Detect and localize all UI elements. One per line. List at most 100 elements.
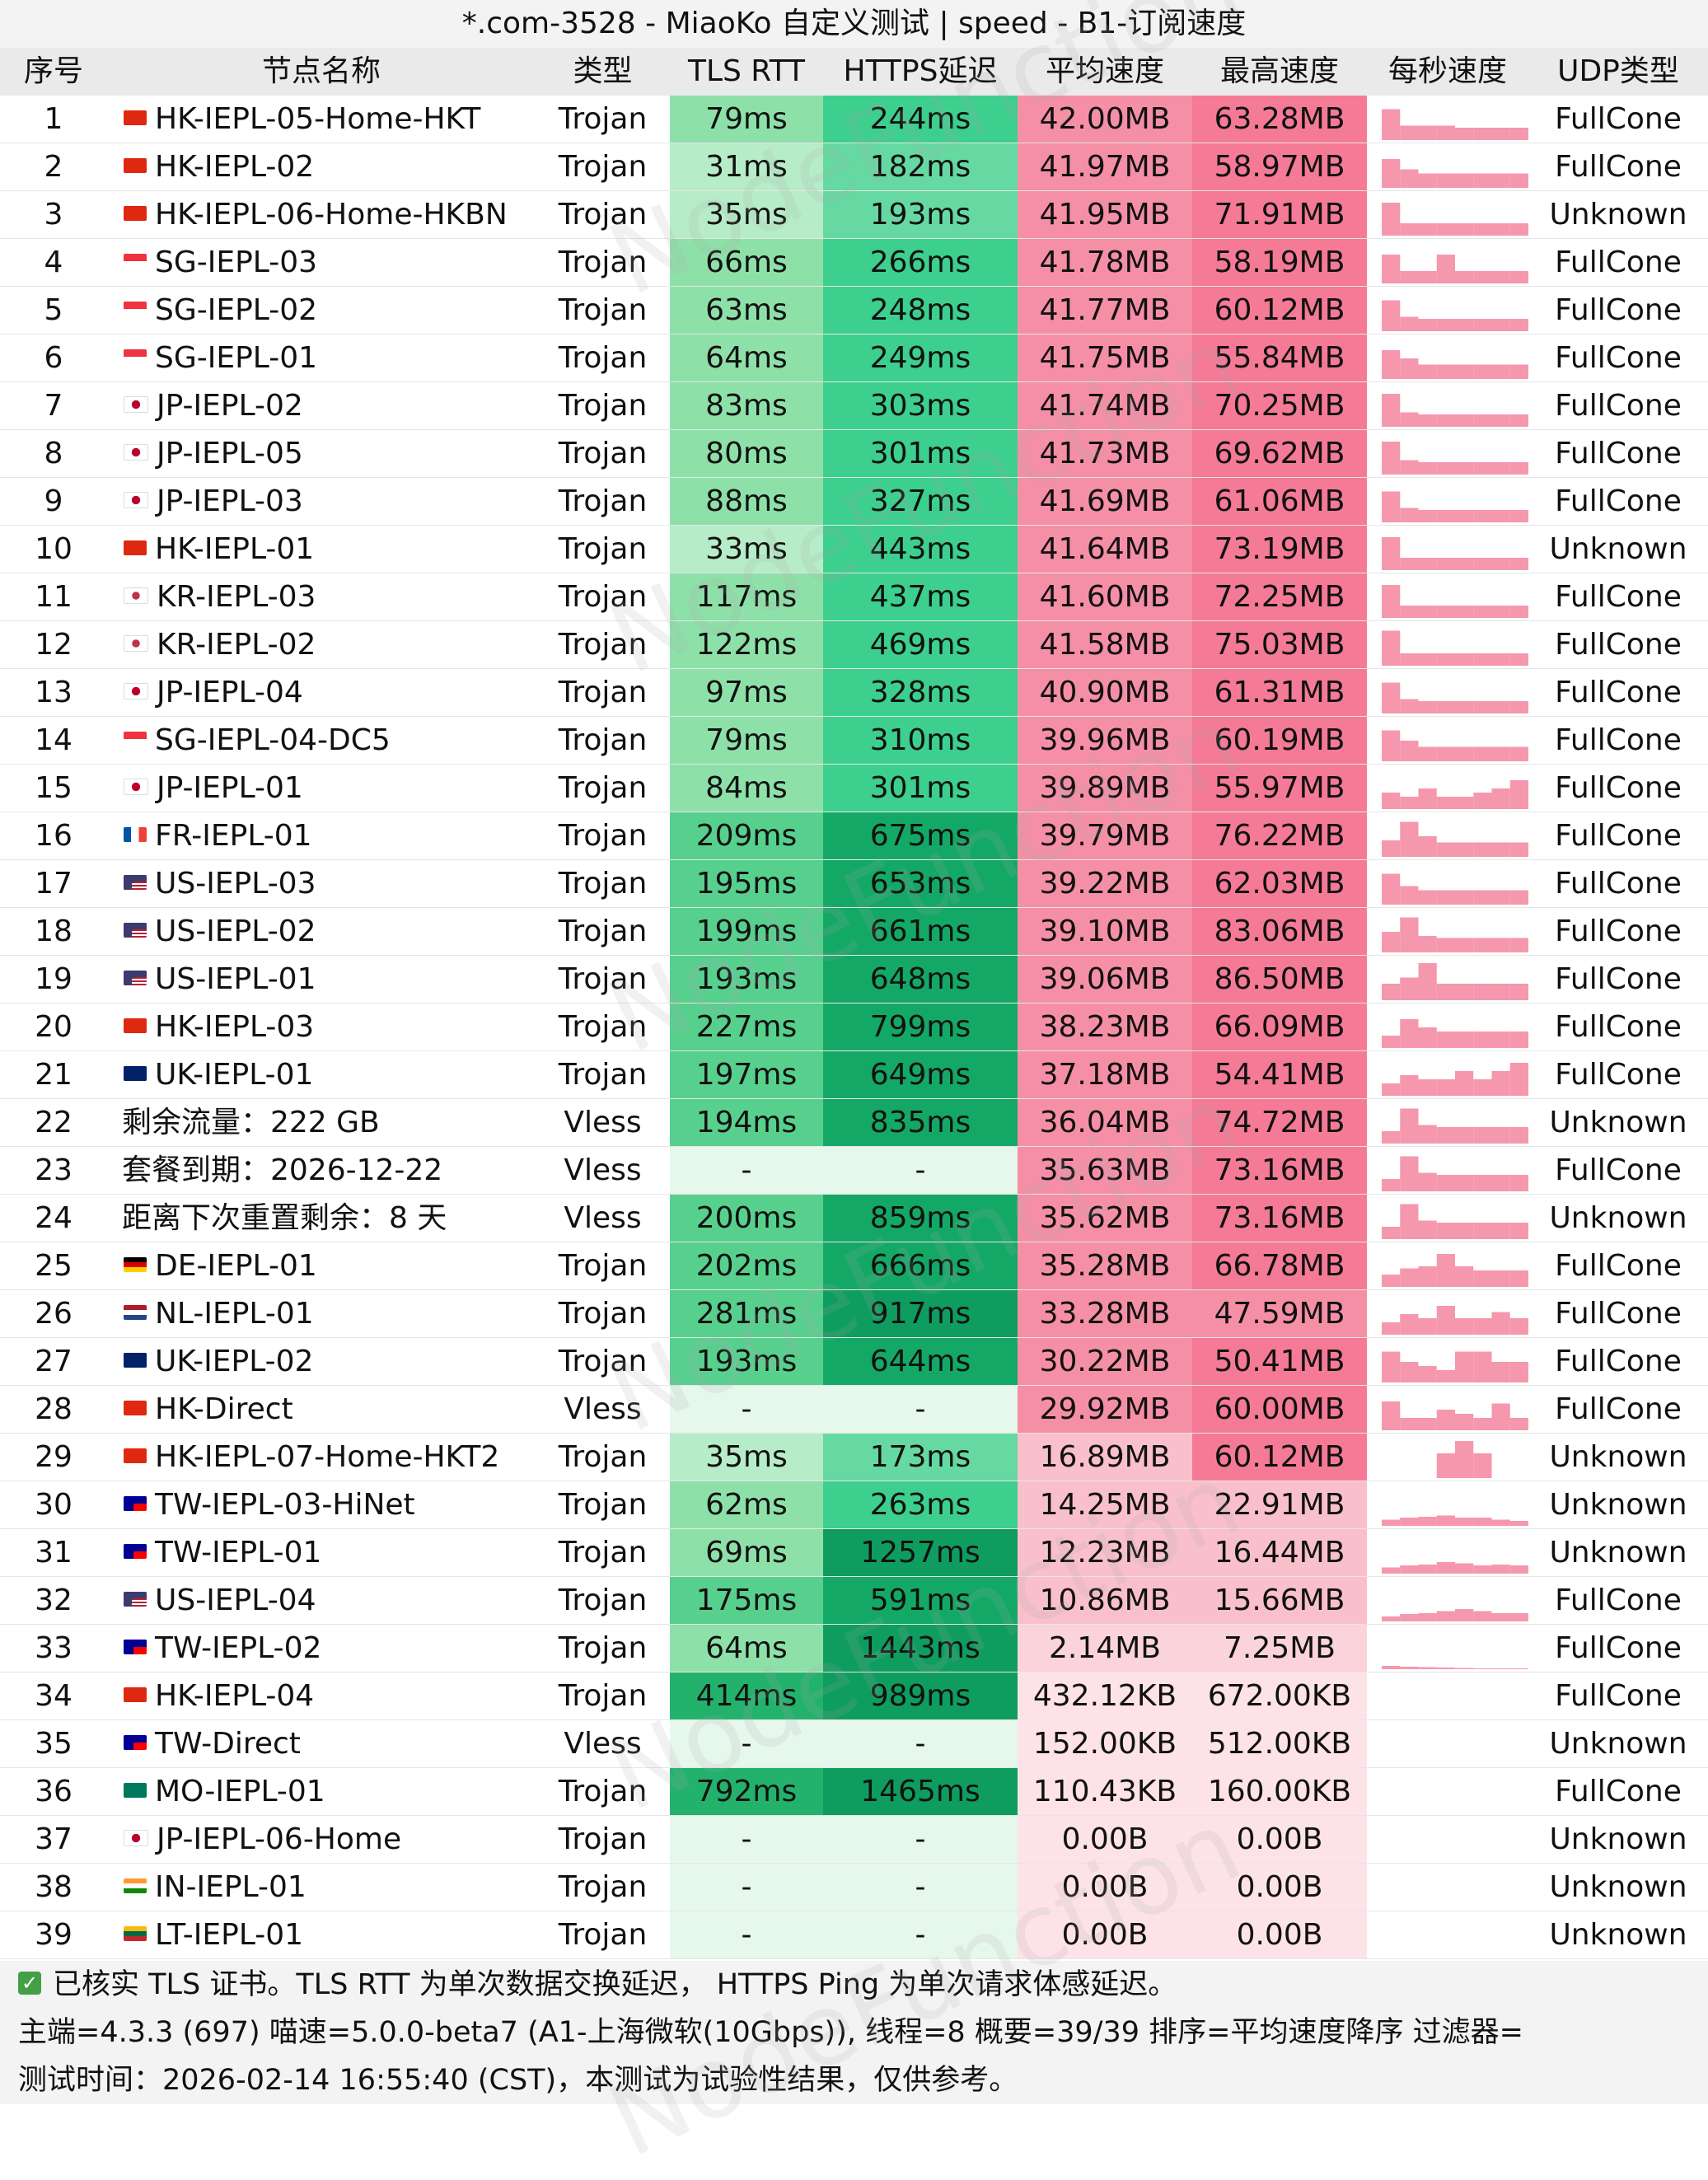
header-node-name[interactable]: 节点名称: [261, 54, 381, 88]
table-row[interactable]: 21 UK-IEPL-01 Trojan 197ms 649ms 37.18MB 54.41…: [0, 1051, 1708, 1099]
table-row[interactable]: 10 HK-IEPL-01 Trojan 33ms 443ms 41.64MB 73.19M…: [0, 526, 1708, 573]
table-row[interactable]: 26 NL-IEPL-01 Trojan 281ms 917ms 33.28MB 47.59…: [0, 1290, 1708, 1338]
speed-bar: [1400, 1075, 1419, 1096]
table-row[interactable]: 16 FR-IEPL-01 Trojan 209ms 675ms 39.79MB 76.22…: [0, 812, 1708, 860]
avg-speed: 29.92MB: [1018, 1386, 1192, 1433]
header-type[interactable]: 类型: [573, 54, 633, 88]
max-speed: 60.19MB: [1192, 717, 1367, 764]
table-row[interactable]: 23 套餐到期：2026-12-22 Vless - -35.63MB 73.16MB Fu…: [0, 1147, 1708, 1195]
node-name: 剩余流量：222 GB: [107, 1099, 536, 1146]
table-row[interactable]: 3 HK-IEPL-06-Home-HKBN Trojan 35ms 193ms 41.9…: [0, 191, 1708, 239]
max-speed: 72.25MB: [1192, 573, 1367, 620]
node-name: TW-IEPL-03-HiNet: [107, 1481, 536, 1528]
speed-bar: [1455, 462, 1474, 475]
speed-bar: [1473, 653, 1492, 666]
header-max-speed[interactable]: 最高速度: [1219, 54, 1339, 88]
table-row[interactable]: 4 SG-IEPL-03 Trojan 66ms 266ms 41.78MB 58.19MB…: [0, 239, 1708, 287]
speed-bar: [1418, 1517, 1437, 1526]
per-second-speed-sparkline: [1367, 956, 1528, 1003]
table-row[interactable]: 38 IN-IEPL-01 Trojan - -0.00B 0.00B Unknown: [0, 1864, 1708, 1911]
speed-bar: [1473, 1032, 1492, 1048]
protocol-type: Vless: [564, 1201, 642, 1235]
header-tls-rtt[interactable]: TLS RTT: [687, 54, 806, 88]
table-row[interactable]: 6 SG-IEPL-01 Trojan 64ms 249ms 41.75MB 55.84MB…: [0, 334, 1708, 382]
node-name: DE-IEPL-01: [107, 1242, 536, 1289]
table-row[interactable]: 20 HK-IEPL-03 Trojan 227ms 799ms 38.23MB 66.09…: [0, 1003, 1708, 1051]
header-udp-type[interactable]: UDP类型: [1557, 54, 1679, 88]
table-row[interactable]: 27 UK-IEPL-02 Trojan 193ms 644ms 30.22MB 50.41…: [0, 1338, 1708, 1386]
row-number: 38: [35, 1870, 73, 1904]
speed-bar: [1491, 1127, 1510, 1144]
protocol-type: Vless: [564, 1392, 642, 1426]
header-avg-speed[interactable]: 平均速度: [1045, 54, 1164, 88]
speed-bar: [1436, 414, 1455, 427]
https-latency: 653ms: [823, 860, 1018, 907]
https-latency: 989ms: [823, 1672, 1018, 1719]
node-name: MO-IEPL-01: [107, 1768, 536, 1815]
per-second-speed-sparkline: [1367, 1338, 1528, 1385]
max-speed: 73.19MB: [1192, 526, 1367, 573]
table-row[interactable]: 33 TW-IEPL-02 Trojan 64ms 1443ms 2.14MB 7.25MB…: [0, 1625, 1708, 1672]
protocol-type: Trojan: [558, 771, 648, 805]
table-row[interactable]: 1 HK-IEPL-05-Home-HKT Trojan 79ms 244ms 42.00…: [0, 96, 1708, 143]
protocol-type: Trojan: [558, 246, 648, 279]
table-row[interactable]: 28 HK-Direct Vless - -29.92MB 60.00MB FullCone: [0, 1386, 1708, 1434]
protocol-type: Trojan: [558, 1249, 648, 1283]
https-latency: 443ms: [823, 526, 1018, 573]
table-row[interactable]: 34 HK-IEPL-04 Trojan 414ms 989ms 432.12KB 672.…: [0, 1672, 1708, 1720]
table-row[interactable]: 29 HK-IEPL-07-Home-HKT2 Trojan 35ms 173ms 16.…: [0, 1434, 1708, 1481]
udp-type: FullCone: [1555, 1775, 1682, 1808]
table-row[interactable]: 12 KR-IEPL-02 Trojan 122ms 469ms 41.58MB 75.03…: [0, 621, 1708, 669]
speed-bar: [1382, 1351, 1401, 1382]
table-row[interactable]: 7 JP-IEPL-02 Trojan 83ms 303ms 41.74MB 70.25MB…: [0, 382, 1708, 430]
speed-bar: [1418, 653, 1437, 666]
speed-bar: [1491, 1565, 1510, 1574]
table-row[interactable]: 25 DE-IEPL-01 Trojan 202ms 666ms 35.28MB 66.78…: [0, 1242, 1708, 1290]
table-row[interactable]: 13 JP-IEPL-04 Trojan 97ms 328ms 40.90MB 61.31M…: [0, 669, 1708, 717]
table-row[interactable]: 31 TW-IEPL-01 Trojan 69ms 1257ms 12.23MB 16.44…: [0, 1529, 1708, 1577]
table-row[interactable]: 8 JP-IEPL-05 Trojan 80ms 301ms 41.73MB 69.62MB…: [0, 430, 1708, 478]
speed-bar: [1436, 319, 1455, 331]
in-flag-icon: [124, 1878, 147, 1893]
https-latency: -: [823, 1864, 1018, 1911]
table-row[interactable]: 18 US-IEPL-02 Trojan 199ms 661ms 39.10MB 83.06…: [0, 908, 1708, 956]
max-speed: 73.16MB: [1192, 1147, 1367, 1194]
max-speed: 63.28MB: [1192, 96, 1367, 143]
speed-bar: [1382, 1666, 1401, 1669]
table-row[interactable]: 5 SG-IEPL-02 Trojan 63ms 248ms 41.77MB 60.12MB…: [0, 287, 1708, 334]
table-row[interactable]: 37 JP-IEPL-06-Home Trojan - -0.00B 0.00B Unkno…: [0, 1816, 1708, 1864]
table-row[interactable]: 11 KR-IEPL-03 Trojan 117ms 437ms 41.60MB 72.25…: [0, 573, 1708, 621]
table-row[interactable]: 24 距离下次重置剩余：8 天 Vless 200ms 859ms 35.62MB 73.1…: [0, 1195, 1708, 1242]
node-name-text: 套餐到期：2026-12-22: [122, 1153, 443, 1187]
speed-bar: [1509, 223, 1528, 236]
per-second-speed-sparkline: [1367, 908, 1528, 955]
node-name-text: HK-IEPL-02: [155, 150, 315, 184]
header-https-latency[interactable]: HTTPS延迟: [843, 54, 998, 88]
table-row[interactable]: 32 US-IEPL-04 Trojan 175ms 591ms 10.86MB 15.66…: [0, 1577, 1708, 1625]
protocol-type: Trojan: [558, 1345, 648, 1378]
table-row[interactable]: 2 HK-IEPL-02 Trojan 31ms 182ms 41.97MB 58.97MB…: [0, 143, 1708, 191]
protocol-type: Trojan: [558, 1536, 648, 1570]
max-speed: 66.78MB: [1192, 1242, 1367, 1289]
table-row[interactable]: 22 剩余流量：222 GB Vless 194ms 835ms 36.04MB 74.72…: [0, 1099, 1708, 1147]
table-row[interactable]: 30 TW-IEPL-03-HiNet Trojan 62ms 263ms 14.25MB…: [0, 1481, 1708, 1529]
table-row[interactable]: 15 JP-IEPL-01 Trojan 84ms 301ms 39.89MB 55.97M…: [0, 765, 1708, 812]
table-row[interactable]: 14 SG-IEPL-04-DC5 Trojan 79ms 310ms 39.96MB 60…: [0, 717, 1708, 765]
tls-rtt: -: [670, 1720, 823, 1767]
node-name-text: JP-IEPL-04: [157, 676, 303, 709]
tls-rtt: 83ms: [670, 382, 823, 429]
table-row[interactable]: 17 US-IEPL-03 Trojan 195ms 653ms 39.22MB 62.03…: [0, 860, 1708, 908]
tls-rtt: 35ms: [670, 1434, 823, 1481]
table-header: 序号 节点名称 类型 TLS RTT HTTPS延迟 平均速度 最高速度 每秒速…: [0, 48, 1708, 96]
header-per-second-speed[interactable]: 每秒速度: [1387, 54, 1507, 88]
table-row[interactable]: 39 LT-IEPL-01 Trojan - -0.00B 0.00B Unknown: [0, 1911, 1708, 1959]
table-row[interactable]: 35 TW-Direct Vless - -152.00KB 512.00KB Unknow…: [0, 1720, 1708, 1768]
table-row[interactable]: 9 JP-IEPL-03 Trojan 88ms 327ms 41.69MB 61.06MB…: [0, 478, 1708, 526]
table-row[interactable]: 36 MO-IEPL-01 Trojan 792ms 1465ms 110.43KB 160…: [0, 1768, 1708, 1816]
row-number: 35: [35, 1727, 73, 1761]
avg-speed: 39.79MB: [1018, 812, 1192, 859]
speed-bar: [1400, 125, 1419, 140]
header-no[interactable]: 序号: [23, 54, 83, 88]
row-number: 28: [35, 1392, 73, 1426]
table-row[interactable]: 19 US-IEPL-01 Trojan 193ms 648ms 39.06MB 86.50…: [0, 956, 1708, 1003]
